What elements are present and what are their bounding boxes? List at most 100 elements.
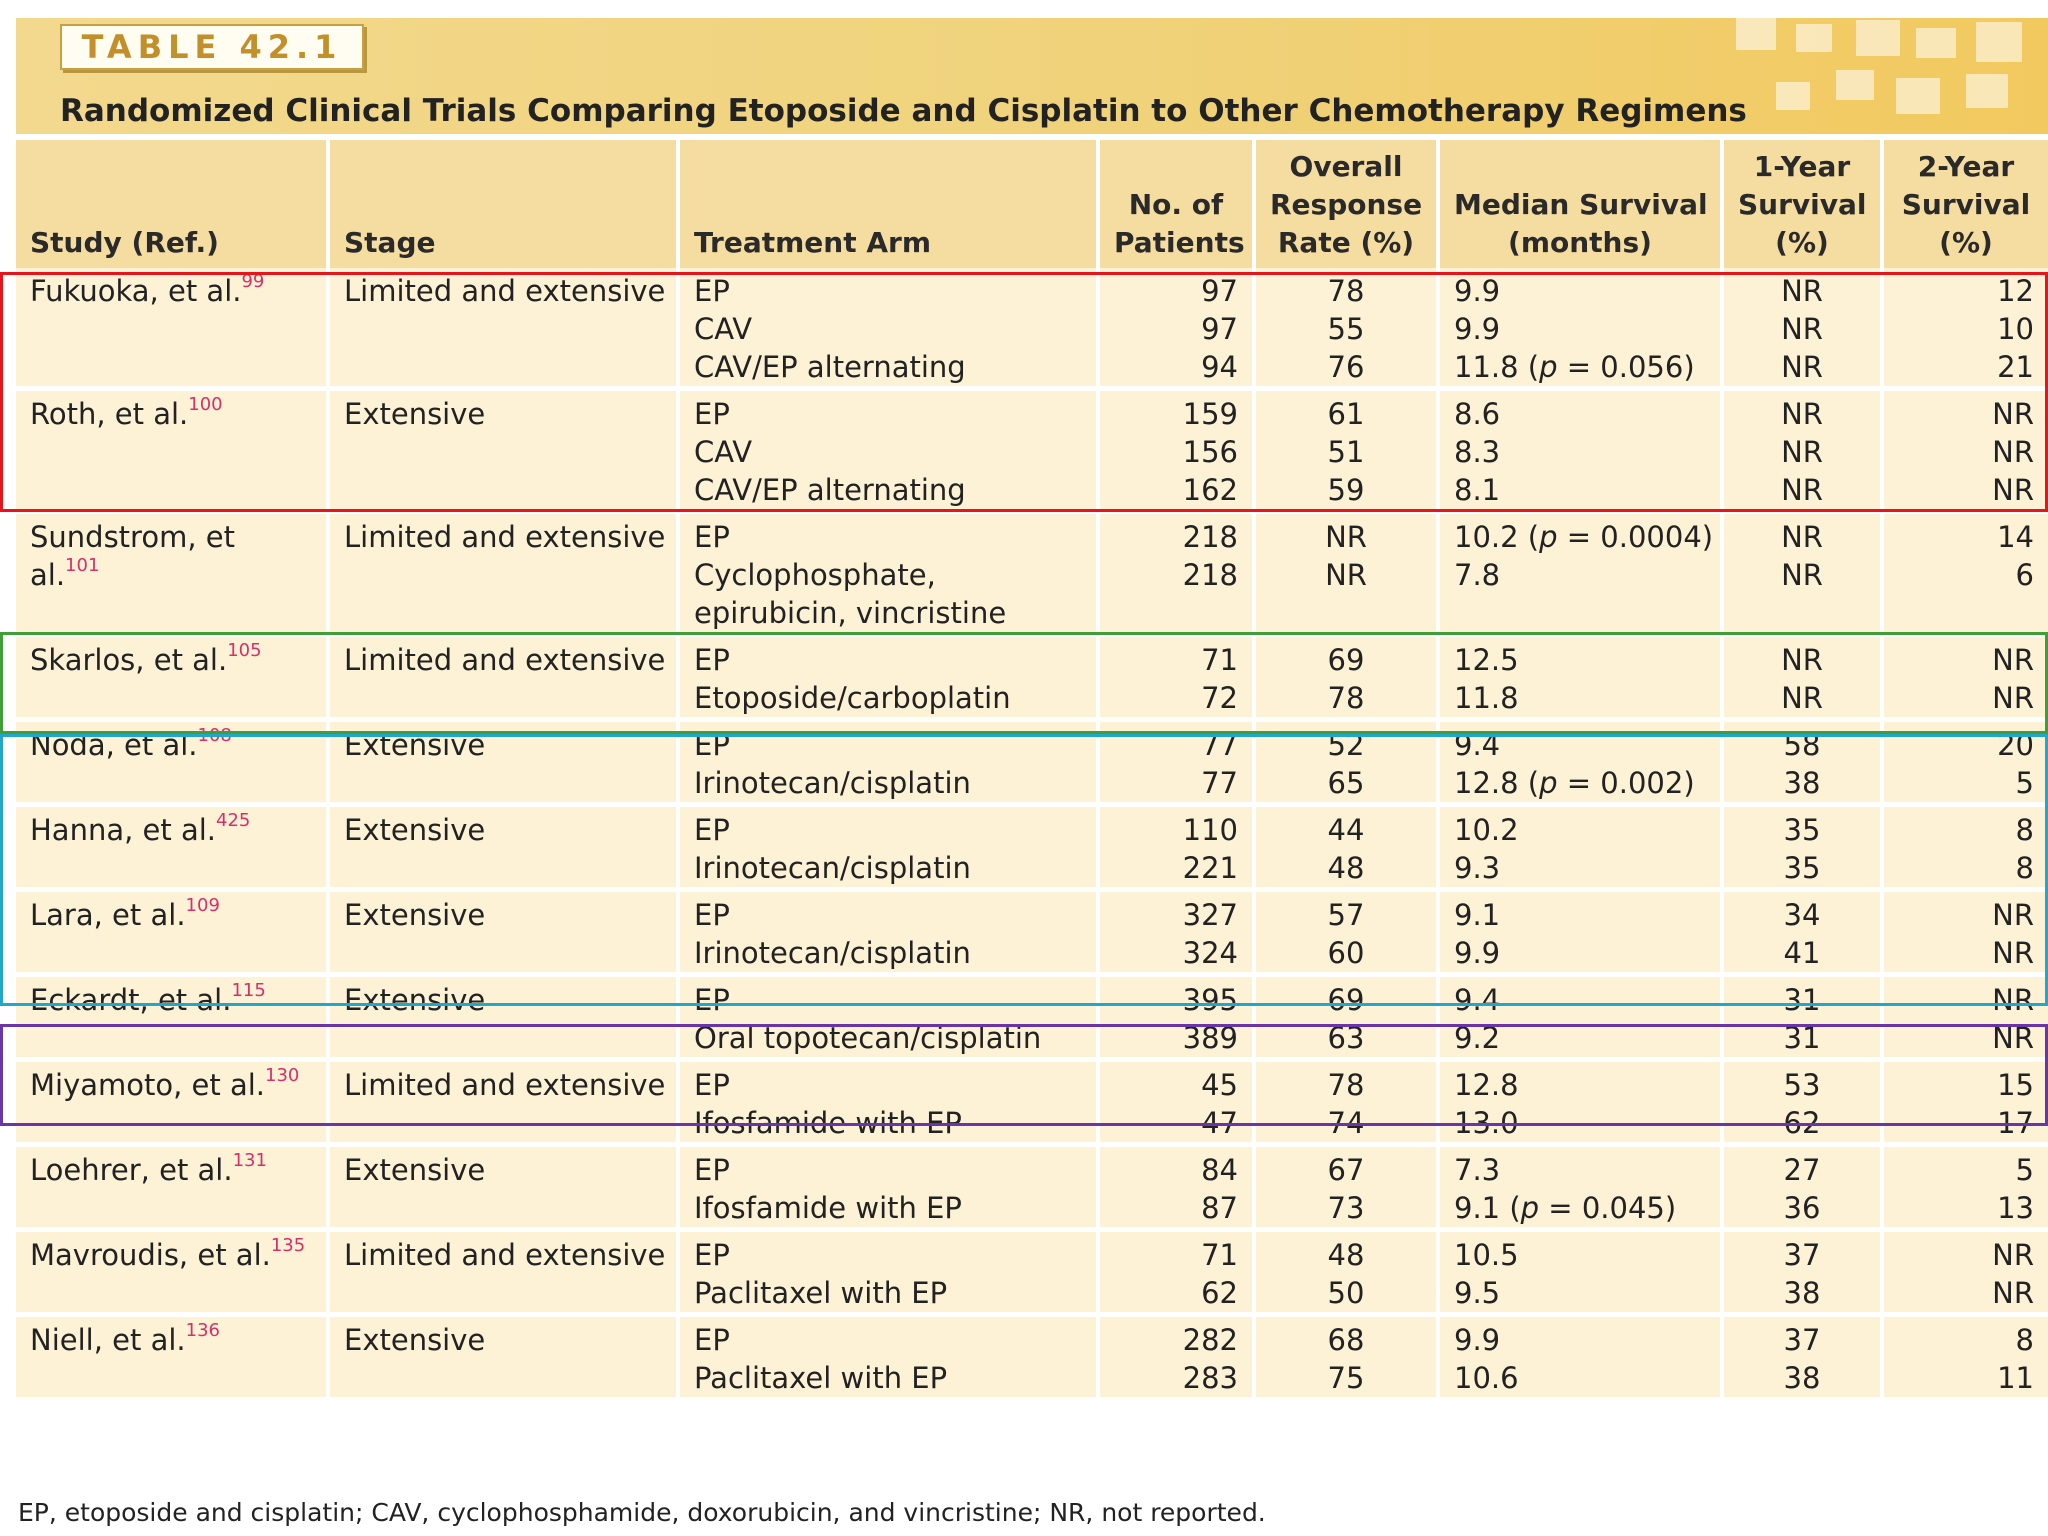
patient-count-cell: 110 221 — [1100, 807, 1256, 892]
treatment-arm: EP — [694, 1323, 730, 1357]
response-rate: 73 — [1327, 1191, 1365, 1225]
median-value: 8.3 — [1454, 435, 1501, 469]
median-value: 8.1 — [1454, 473, 1501, 507]
two-year-survival: 8 — [2015, 851, 2034, 885]
treatment-arm: EP — [694, 898, 730, 932]
median-survival: 13.0 — [1454, 1104, 1706, 1142]
table-row: Fukuoka, et al.99 Limited and extensive EP… — [16, 268, 2048, 391]
p-value: 0.056 — [1600, 350, 1684, 384]
two-year-survival: NR — [1992, 983, 2034, 1017]
patient-count: 327 — [1182, 898, 1238, 932]
study-cell: Roth, et al.100 — [16, 391, 330, 514]
one-year-survival: NR — [1781, 274, 1823, 308]
treatment-arm-cell: EP Oral topotecan/cisplatin — [680, 977, 1100, 1062]
stage-cell: Limited and extensive — [330, 1232, 680, 1317]
response-rate: 68 — [1327, 1323, 1365, 1357]
median-survival-cell: 9.9 10.6 — [1440, 1317, 1724, 1402]
patient-count: 71 — [1201, 643, 1238, 677]
treatment-arm: EP — [694, 274, 730, 308]
median-survival: 9.5 — [1454, 1274, 1706, 1312]
stage-cell: Extensive — [330, 892, 680, 977]
response-rate: 60 — [1327, 936, 1365, 970]
patient-count: 282 — [1182, 1323, 1238, 1357]
one-year-survival: NR — [1781, 473, 1823, 507]
median-survival-cell: 9.4 9.2 — [1440, 977, 1724, 1062]
median-survival-cell: 12.5 11.8 — [1440, 637, 1724, 722]
median-survival-cell: 9.1 9.9 — [1440, 892, 1724, 977]
one-year-survival-cell: NR NR — [1724, 637, 1884, 722]
study-name: Noda, et al. — [30, 728, 198, 762]
one-year-survival-cell: NR NR — [1724, 514, 1884, 637]
patient-count-cell: 97 97 94 — [1100, 268, 1256, 391]
one-year-survival: NR — [1781, 643, 1823, 677]
two-year-survival-cell: 8 11 — [1884, 1317, 2048, 1402]
one-year-survival: 58 — [1783, 728, 1821, 762]
study-reference: 135 — [270, 1235, 306, 1256]
median-survival: 12.8 (p = 0.002) — [1454, 766, 1695, 800]
median-value: 9.9 — [1454, 274, 1501, 308]
response-rate: 63 — [1327, 1021, 1365, 1055]
patient-count: 389 — [1182, 1021, 1238, 1055]
column-header-line: Treatment Arm — [694, 226, 931, 259]
treatment-arm: CAV — [694, 312, 753, 346]
two-year-survival: NR — [1992, 681, 2034, 715]
patient-count-cell: 84 87 — [1100, 1147, 1256, 1232]
column-header: 2-Year Survival (%) — [1884, 140, 2048, 268]
stage-cell: Limited and extensive — [330, 1062, 680, 1147]
median-value: 11.8 — [1454, 681, 1519, 715]
two-year-survival: 5 — [2015, 1153, 2034, 1187]
column-header-line: Rate (%) — [1277, 226, 1415, 259]
median-survival: 9.4 — [1454, 981, 1706, 1019]
stage-cell: Extensive — [330, 1147, 680, 1232]
study-reference: 130 — [265, 1065, 300, 1086]
patient-count: 97 — [1201, 274, 1238, 308]
column-header-line: (%) — [1939, 226, 1993, 259]
study-cell: Sundstrom, et al.101 — [16, 514, 330, 637]
treatment-arm-cell: EP CAV CAV/EP alternating — [680, 391, 1100, 514]
two-year-survival: 14 — [1997, 520, 2034, 554]
treatment-arm: Ifosfamide with EP — [694, 1106, 962, 1140]
decorative-square — [1776, 82, 1810, 110]
patient-count: 110 — [1182, 813, 1238, 847]
treatment-arm: CAV — [694, 435, 753, 469]
one-year-survival-cell: 34 41 — [1724, 892, 1884, 977]
decorative-square — [1796, 24, 1832, 52]
stage-cell: Extensive — [330, 391, 680, 514]
median-value: 12.8 — [1454, 766, 1519, 800]
two-year-survival-cell: 15 17 — [1884, 1062, 2048, 1147]
table-row: Sundstrom, et al.101 Limited and extensiv… — [16, 514, 2048, 637]
median-survival — [1454, 594, 1706, 632]
column-header: No. of Patients — [1100, 140, 1256, 268]
median-value: 9.9 — [1454, 1323, 1501, 1357]
decorative-square — [1896, 78, 1940, 114]
patient-count: 87 — [1201, 1191, 1238, 1225]
study-cell: Miyamoto, et al.130 — [16, 1062, 330, 1147]
column-header: 1-Year Survival (%) — [1724, 140, 1884, 268]
p-value: 0.0004 — [1600, 520, 1702, 554]
one-year-survival: NR — [1781, 397, 1823, 431]
two-year-survival: NR — [1992, 397, 2034, 431]
table-row: Eckardt, et al.115 Extensive EP Oral topote… — [16, 977, 2048, 1062]
response-rate: 48 — [1327, 851, 1365, 885]
two-year-survival-cell: 20 5 — [1884, 722, 2048, 807]
patient-count: 94 — [1201, 350, 1238, 384]
study-reference: 115 — [231, 980, 266, 1001]
response-rate: 50 — [1327, 1276, 1365, 1310]
column-header: Median Survival (months) — [1440, 140, 1724, 268]
patient-count: 218 — [1182, 558, 1238, 592]
table-body: Fukuoka, et al.99 Limited and extensive EP… — [16, 268, 2048, 1402]
p-value: 0.045 — [1581, 1191, 1665, 1225]
study-name: Eckardt, et al. — [30, 983, 232, 1017]
treatment-arm: CAV/EP alternating — [694, 350, 966, 384]
two-year-survival: NR — [1992, 1276, 2034, 1310]
response-rate: 78 — [1327, 274, 1365, 308]
column-header: Study (Ref.) — [16, 140, 330, 268]
two-year-survival: 20 — [1997, 728, 2034, 762]
data-table: Study (Ref.) Stage Treatment Arm No. of Pati… — [16, 140, 2048, 1402]
two-year-survival-cell: 14 6 — [1884, 514, 2048, 637]
patient-count-cell: 159 156 162 — [1100, 391, 1256, 514]
patient-count-cell: 327 324 — [1100, 892, 1256, 977]
table-title: Randomized Clinical Trials Comparing Eto… — [60, 93, 1747, 129]
